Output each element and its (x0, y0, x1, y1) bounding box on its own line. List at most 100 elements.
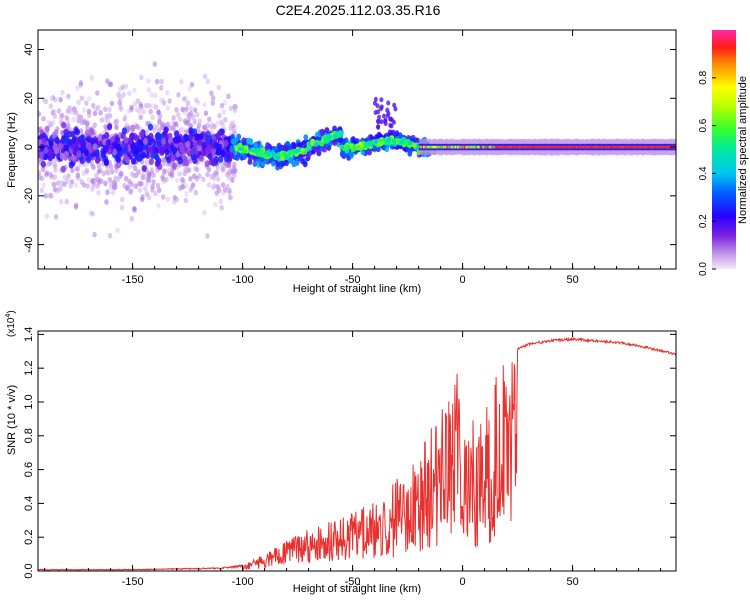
spectrogram-cell (629, 145, 632, 149)
spectrogram-cell (506, 145, 509, 149)
spectrogram-cell (599, 145, 601, 149)
spectrogram-cell (474, 145, 477, 149)
spectrogram-cell (442, 145, 445, 149)
spectrogram-cell (479, 145, 482, 149)
spectrogram-cell (650, 145, 653, 149)
spectrogram-cell (150, 187, 155, 193)
spectrogram-cell (126, 108, 132, 114)
spectrogram-cell (132, 172, 137, 179)
spectrogram-cell (161, 169, 167, 176)
spectrogram-cell (205, 122, 210, 129)
spectrogram-cell (146, 194, 152, 201)
spectrogram-cell (613, 145, 616, 149)
spectrogram-cell (127, 90, 132, 96)
spectrogram-cell (185, 101, 190, 108)
spectrogram-cell (373, 139, 379, 145)
spectrogram-cell (243, 145, 249, 151)
svg-text:(x104): (x104) (5, 310, 17, 337)
spectrogram-cell (114, 136, 120, 144)
spectrogram-cell (108, 184, 113, 190)
spectrogram-cell (44, 213, 50, 220)
spectrogram-x-ticks: -150 -100 -50 0 50 (44, 30, 662, 286)
spectrogram-cell (194, 175, 200, 182)
spectrogram-cell (470, 145, 473, 149)
spectrogram-cell (384, 146, 390, 153)
spectrogram-cell (379, 119, 384, 125)
snr-x-ticks: -150 -100 -50 0 50 (44, 331, 662, 588)
spectrogram-cell (210, 95, 216, 101)
spectrogram-cell (156, 140, 162, 148)
figure-title: C2E4.2025.112.03.35.R16 (276, 2, 441, 18)
spectrogram-cell (314, 141, 319, 147)
spectrogram-cell (156, 203, 161, 209)
spectrogram-cell (496, 145, 499, 149)
spectrogram-cell (155, 182, 161, 189)
spectrogram-cell (589, 145, 592, 149)
spectrogram-cell (90, 211, 95, 217)
spectrogram-cell (666, 145, 669, 149)
spectrogram-cell (527, 145, 530, 149)
spectrogram-cell (170, 154, 176, 162)
spectrogram-cell (564, 145, 567, 149)
spectrogram-cell (179, 146, 185, 154)
spectrogram-cell (528, 145, 531, 149)
spectrogram-cell (51, 131, 57, 139)
spectrogram-cell (383, 118, 388, 124)
spectrogram-cell (592, 145, 595, 149)
spectrogram-cell (89, 160, 94, 167)
spectrogram-cell (634, 145, 637, 149)
spectrogram-cell (51, 181, 57, 188)
spectrogram-cell (668, 145, 671, 149)
spectrogram-cell (63, 128, 69, 136)
spectrogram-cell (567, 145, 570, 149)
spectrogram-cell (260, 160, 265, 167)
spectrogram-cell (85, 156, 92, 164)
spectrogram-cell (531, 145, 534, 149)
spectrogram-cell (81, 170, 87, 176)
spectrogram-cell (67, 105, 73, 112)
spectrogram-cell (176, 112, 181, 118)
spectrogram-cell (639, 145, 642, 149)
spectrogram-x-tick-label: 50 (566, 274, 578, 286)
spectrogram-cell (100, 151, 107, 159)
spectrogram-cell (574, 145, 577, 149)
spectrogram-cell (123, 154, 129, 162)
spectrogram-cell (129, 133, 136, 141)
spectrogram-cell (193, 189, 198, 196)
spectrogram-cell (445, 145, 447, 149)
spectrogram-cell (46, 161, 51, 167)
spectrogram-cell (133, 183, 139, 189)
spectrogram-cell (217, 112, 222, 119)
spectrogram-cell (72, 106, 78, 113)
spectrogram-cell (106, 107, 111, 113)
spectrogram-cell (190, 114, 196, 120)
spectrogram-cell (332, 134, 338, 139)
spectrogram-cell (436, 145, 439, 149)
spectrogram-cell (204, 147, 211, 155)
spectrogram-cell (125, 184, 131, 190)
spectrogram-cell (386, 137, 391, 143)
spectrogram-cell (429, 145, 432, 149)
spectrogram-cell (252, 160, 258, 167)
spectrogram-cell (201, 176, 206, 183)
spectrogram-cell (460, 145, 463, 149)
spectrogram-cell (156, 109, 161, 116)
spectrogram-cell (363, 142, 369, 148)
spectrogram-cell (39, 187, 44, 194)
spectrogram-cell (70, 143, 76, 151)
spectrogram-cell (171, 114, 176, 121)
spectrogram-cell (139, 74, 144, 81)
spectrogram-cell (119, 204, 125, 211)
snr-y-tick-label: 1.0 (23, 394, 35, 409)
spectrogram-cell (403, 140, 409, 146)
spectrogram-cell (132, 87, 137, 94)
spectrogram-cell (391, 119, 396, 125)
spectrogram-cell (457, 145, 460, 149)
spectrogram-cell (54, 136, 60, 144)
spectrogram-cell (143, 102, 149, 109)
spectrogram-cell (450, 145, 453, 149)
spectrogram-x-tick-label: -100 (232, 274, 254, 286)
spectrogram-cell (437, 145, 440, 149)
spectrogram-cell (41, 182, 46, 189)
spectrogram-cell (91, 102, 96, 109)
